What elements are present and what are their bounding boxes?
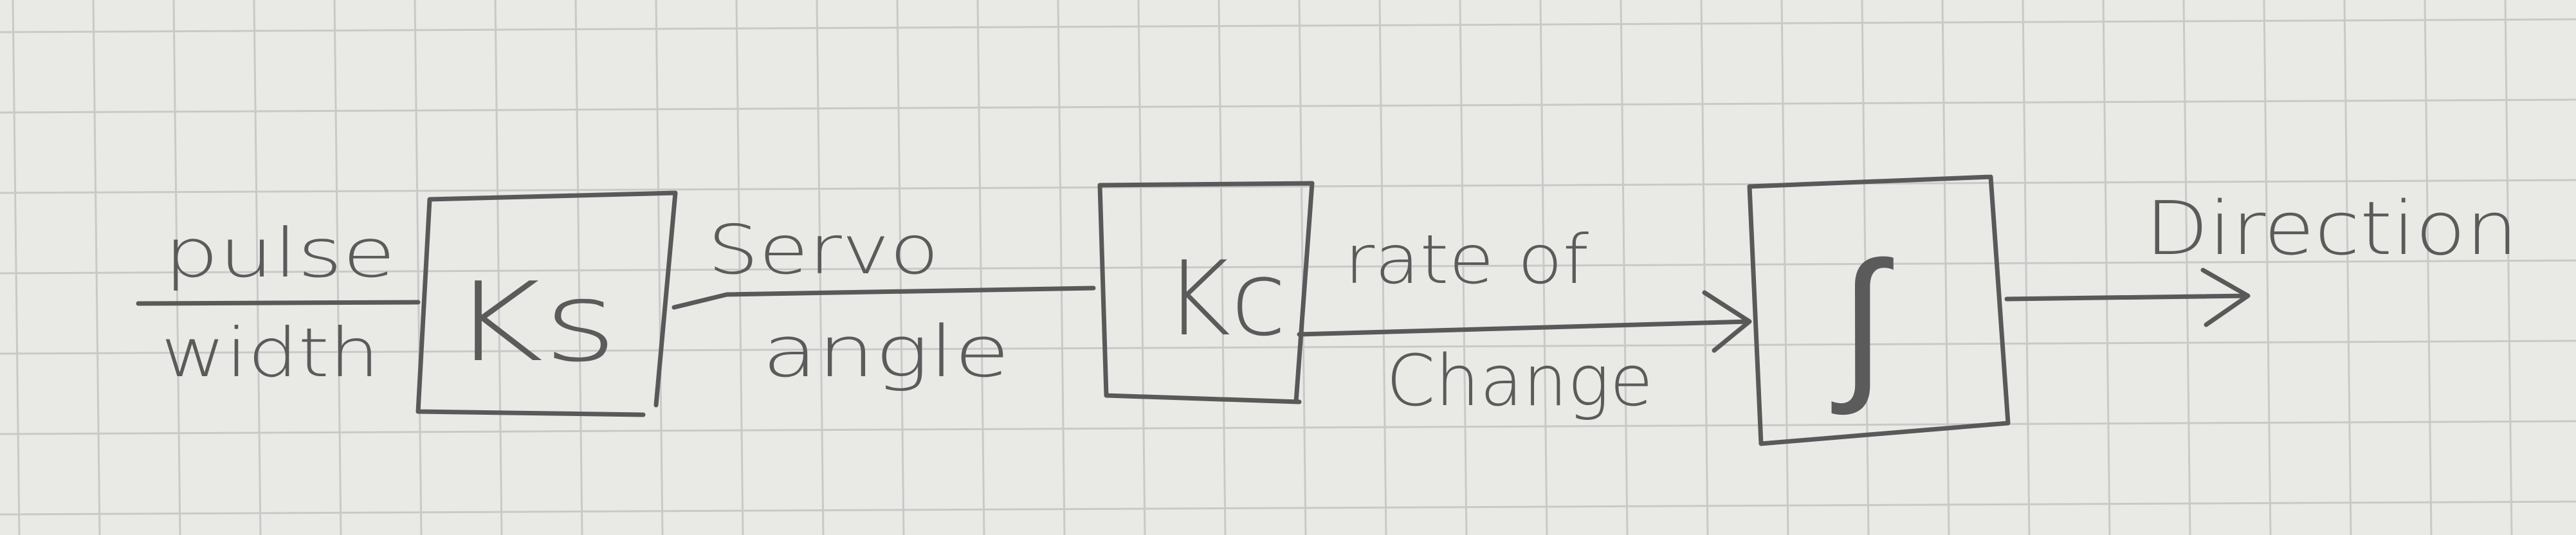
grid-line-horizontal (0, 420, 2576, 435)
integrator-block (1747, 174, 2011, 446)
grid-line-vertical (1780, 0, 1789, 535)
grid-line-horizontal (0, 259, 2576, 275)
grid-line-vertical (655, 0, 664, 535)
rate-label-bottom: Change (1386, 340, 1653, 422)
servo-angle-line (671, 286, 1096, 310)
grid-line-vertical (1459, 0, 1468, 535)
rate-label-top: rate of (1344, 221, 1589, 299)
rate-of-change-arrow (1297, 290, 1752, 353)
grid-line-horizontal (0, 340, 2576, 355)
grid-line-vertical (1941, 0, 1950, 535)
grid-line-vertical (1620, 0, 1629, 535)
input-label-pulse: pulse (164, 214, 396, 293)
grid-line-vertical (816, 0, 825, 535)
grid-line-vertical (2343, 0, 2352, 535)
grid-line-vertical (2263, 0, 2272, 535)
grid-line-horizontal (0, 98, 2576, 114)
servo-label-top: Servo (708, 211, 939, 289)
grid-line-vertical (896, 0, 905, 535)
grid-line-vertical (253, 0, 262, 535)
ks-block (416, 190, 678, 417)
grid-line-vertical (2182, 0, 2191, 535)
grid-line-vertical (2102, 0, 2111, 535)
grid-line-vertical (172, 0, 181, 535)
grid-line-horizontal (0, 500, 2576, 516)
integral-symbol: ∫ (1829, 225, 1895, 419)
kc-block (1097, 181, 1315, 404)
grid-line-vertical (574, 0, 583, 535)
grid-line-vertical (735, 0, 744, 535)
grid-line-vertical (2424, 0, 2433, 535)
input-signal-line (136, 300, 421, 306)
kc-block-label: Kc (1164, 239, 1286, 359)
grid-line-horizontal (0, 179, 2576, 194)
grid-line-vertical (92, 0, 101, 535)
direction-output-arrow (2004, 268, 2251, 327)
input-label-width: width (161, 314, 379, 392)
grid-line-vertical (12, 0, 21, 535)
grid-line-horizontal (0, 18, 2576, 33)
grid-line-vertical (1700, 0, 1709, 535)
servo-label-bottom: angle (762, 311, 1010, 393)
grid-line-vertical (333, 0, 342, 535)
grid-line-vertical (494, 0, 503, 535)
grid-line-vertical (2022, 0, 2031, 535)
grid-line-vertical (1539, 0, 1548, 535)
ks-block-label: Ks (450, 259, 617, 386)
output-label-direction: Direction (2145, 186, 2518, 272)
grid-line-vertical (2504, 0, 2513, 535)
grid-line-vertical (1861, 0, 1870, 535)
grid-line-vertical (1378, 0, 1387, 535)
grid-line-vertical (414, 0, 423, 535)
